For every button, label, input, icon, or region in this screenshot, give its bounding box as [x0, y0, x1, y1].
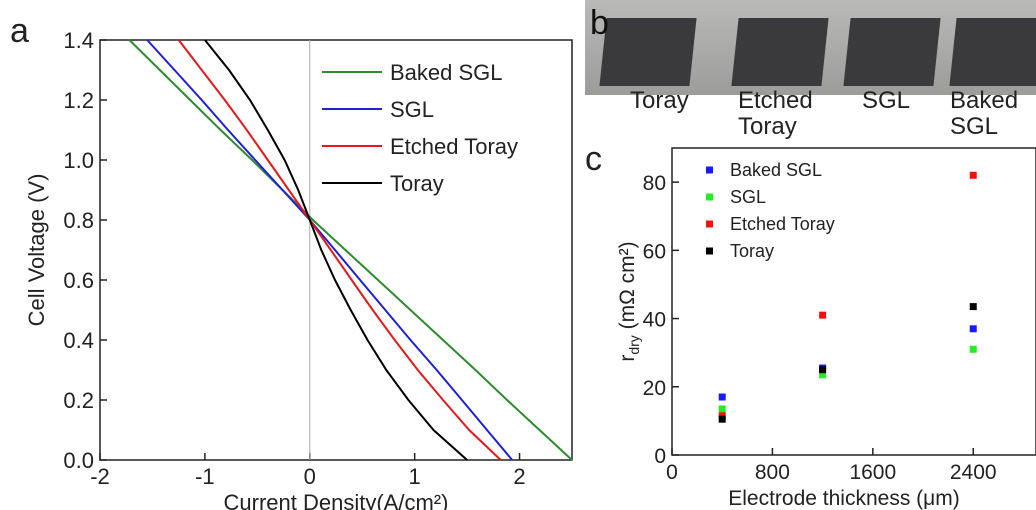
y-axis-label: rdry (mΩ cm²) — [616, 241, 642, 361]
data-point — [819, 371, 827, 379]
y-tick-label: 1.4 — [63, 28, 94, 53]
legend-label: Baked SGL — [730, 160, 822, 180]
y-axis-label-part: dry — [626, 335, 642, 354]
x-tick-label: 1 — [409, 464, 421, 489]
data-point — [819, 311, 827, 319]
x-tick-label: 800 — [755, 461, 790, 484]
y-axis-label-part: (mΩ cm²) — [616, 241, 639, 335]
x-tick-label: 2400 — [950, 461, 997, 484]
sample-tile — [731, 18, 829, 86]
y-tick-label: 0.8 — [63, 208, 94, 233]
data-point — [969, 171, 977, 179]
data-point — [969, 303, 977, 311]
legend-swatch — [706, 220, 713, 228]
data-line — [177, 39, 502, 461]
data-point — [718, 405, 726, 413]
photo-caption: Baked SGL — [950, 87, 1019, 140]
y-tick-label: 0.0 — [63, 448, 94, 473]
y-tick-label: 0.6 — [63, 268, 94, 293]
legend-label: Baked SGL — [390, 60, 503, 85]
y-tick-label: 1.0 — [63, 148, 94, 173]
plot-frame — [99, 39, 573, 461]
sample-tile — [843, 18, 941, 86]
y-tick-label: 0 — [654, 445, 666, 468]
data-point — [969, 325, 977, 333]
legend-label: Etched Toray — [730, 214, 835, 234]
y-tick-label: 60 — [643, 240, 666, 263]
data-point — [819, 366, 827, 374]
x-axis-label: Current Density(A/cm²) — [224, 490, 449, 510]
data-point — [718, 393, 726, 401]
x-tick-label: 2 — [513, 464, 525, 489]
y-tick-label: 0.2 — [63, 388, 94, 413]
plot-frame — [671, 147, 1036, 456]
data-line — [204, 39, 468, 461]
y-axis-label-part: r — [616, 355, 639, 362]
x-tick-label: 0 — [666, 461, 678, 484]
legend-label: SGL — [390, 97, 434, 122]
data-point — [969, 345, 977, 353]
panel-label: c — [585, 140, 602, 178]
y-tick-label: 40 — [643, 309, 666, 332]
legend-swatch — [706, 193, 713, 201]
data-point — [718, 415, 726, 423]
photo-caption: Etched Toray — [738, 87, 813, 140]
data-line — [146, 39, 513, 461]
y-tick-label: 1.2 — [63, 88, 94, 113]
photo-caption: Toray — [630, 87, 689, 114]
legend-label: Toray — [390, 171, 444, 196]
x-tick-label: 0 — [304, 464, 316, 489]
legend-swatch — [706, 247, 713, 255]
x-tick-label: -2 — [90, 464, 110, 489]
sample-tile — [949, 18, 1036, 86]
x-tick-label: 1600 — [849, 461, 896, 484]
data-line — [128, 39, 573, 461]
x-axis-label: Electrode thickness (μm) — [728, 487, 960, 510]
panel-label: a — [10, 12, 29, 50]
legend-label: Etched Toray — [390, 134, 518, 159]
y-tick-label: 20 — [643, 377, 666, 400]
legend-label: Toray — [730, 241, 774, 261]
x-tick-label: -1 — [195, 464, 215, 489]
sample-tile — [599, 18, 697, 86]
legend-swatch — [706, 166, 713, 174]
photo-caption: SGL — [862, 87, 911, 114]
y-axis-label-part: Cell Voltage (V) — [24, 174, 49, 327]
y-tick-label: 0.4 — [63, 328, 94, 353]
y-tick-label: 80 — [643, 172, 666, 195]
y-axis-label: Cell Voltage (V) — [24, 174, 49, 327]
photo — [585, 0, 1036, 95]
panel-label: b — [590, 4, 609, 42]
legend-label: SGL — [730, 187, 766, 207]
